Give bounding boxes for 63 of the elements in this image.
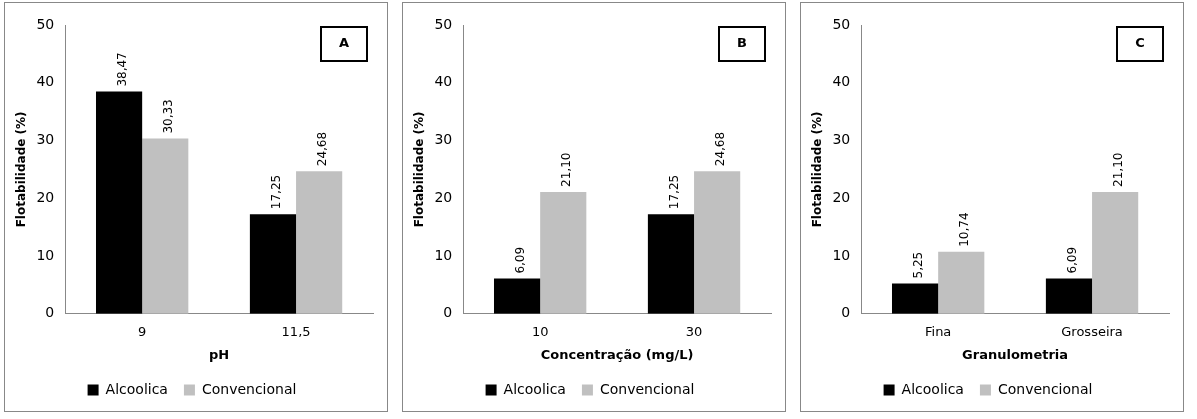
- y-tick-label: 50: [36, 15, 55, 32]
- y-tick-label: 40: [434, 73, 453, 90]
- bar: [1092, 191, 1139, 314]
- bar: [1045, 278, 1093, 314]
- legend-label: Alcoolica: [901, 380, 964, 397]
- data-label: 38,47: [115, 52, 130, 87]
- legend-label: Alcoolica: [105, 380, 168, 397]
- y-tick-label: 0: [841, 304, 851, 321]
- data-label: 17,25: [269, 174, 284, 210]
- y-tick-label: 10: [832, 246, 851, 263]
- y-tick-label: 0: [45, 304, 55, 321]
- x-axis-title: Concentração (mg/L): [540, 346, 694, 362]
- bar: [694, 171, 741, 314]
- bar: [647, 214, 695, 314]
- data-label: 30,33: [161, 99, 176, 134]
- bar: [249, 214, 297, 314]
- y-tick-label: 40: [832, 73, 851, 90]
- y-tick-label: 30: [832, 131, 851, 148]
- data-label: 21,10: [559, 152, 574, 187]
- text: B: [737, 35, 747, 51]
- y-tick-label: 0: [443, 304, 453, 321]
- bar: [938, 251, 985, 314]
- data-label: 24,68: [315, 131, 330, 167]
- data-label: 21,10: [1111, 152, 1126, 187]
- x-tick-label: 30: [685, 323, 703, 339]
- y-axis-title: Flotabilidade (%): [810, 111, 825, 228]
- bar: [891, 283, 939, 314]
- y-tick-label: 50: [832, 15, 851, 32]
- x-tick-label: Fina: [924, 323, 952, 339]
- legend-label: Convencional: [997, 380, 1093, 397]
- y-tick-label: 30: [434, 131, 453, 148]
- data-label: 17,25: [667, 174, 682, 210]
- bar: [493, 278, 541, 314]
- bar: [540, 191, 587, 314]
- legend-label: Convencional: [201, 380, 297, 397]
- text: A: [338, 35, 350, 51]
- data-label: 5,25: [911, 251, 926, 279]
- bar: [142, 138, 189, 314]
- x-tick-label: 11,5: [281, 323, 311, 339]
- data-label: 6,09: [513, 246, 528, 274]
- x-axis-title: pH: [209, 346, 230, 362]
- y-tick-label: 40: [36, 73, 55, 90]
- y-tick-label: 10: [36, 246, 55, 263]
- x-tick-label: 9: [138, 323, 147, 339]
- y-tick-label: 20: [434, 188, 453, 205]
- data-label: 24,68: [713, 131, 728, 167]
- x-tick-label: 10: [531, 323, 549, 339]
- y-axis-title: Flotabilidade (%): [412, 111, 427, 228]
- data-label: 10,74: [957, 212, 972, 247]
- legend-label: Alcoolica: [503, 380, 566, 397]
- y-tick-label: 30: [36, 131, 55, 148]
- x-tick-label: Grosseira: [1061, 323, 1123, 339]
- data-label: 6,09: [1065, 246, 1080, 274]
- y-tick-label: 20: [832, 188, 851, 205]
- y-tick-label: 10: [434, 246, 453, 263]
- x-axis-title: Granulometria: [962, 346, 1069, 362]
- y-tick-label: 50: [434, 15, 453, 32]
- y-axis-title: Flotabilidade (%): [14, 111, 29, 228]
- legend-label: Convencional: [599, 380, 695, 397]
- y-tick-label: 20: [36, 188, 55, 205]
- text: C: [1135, 35, 1145, 51]
- bar: [296, 171, 343, 314]
- bar: [95, 91, 143, 314]
